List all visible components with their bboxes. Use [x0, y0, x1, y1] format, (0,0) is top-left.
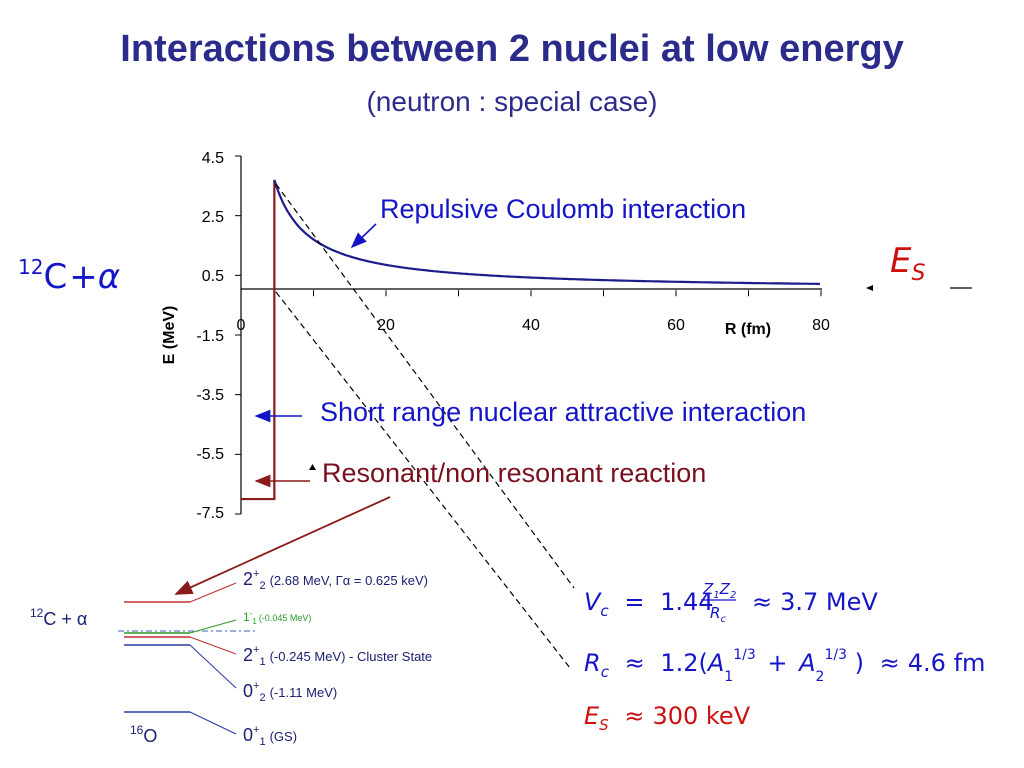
- es-pointer-icon: [866, 285, 873, 291]
- x-tick-labels: 0 20 40 60 80: [237, 317, 830, 334]
- resonant-to-scheme-arrow: [174, 496, 391, 595]
- page-subtitle: (neutron : special case): [366, 86, 658, 117]
- scheme-reaction-label: 12C + α: [30, 606, 87, 629]
- x-tick-label: 60: [667, 317, 685, 334]
- y-tick-label: 4.5: [202, 150, 224, 167]
- page-title: Interactions between 2 nuclei at low ene…: [120, 28, 904, 70]
- formula-es: ES ≈300 keV: [584, 702, 751, 736]
- coulomb-annotation: Repulsive Coulomb interaction: [380, 194, 746, 224]
- svg-text:Vc = 1.44: Vc = 1.44: [584, 588, 714, 622]
- connector: [189, 636, 237, 655]
- x-tick-marks: [240, 290, 822, 297]
- connector: [189, 711, 237, 735]
- svg-text:Z1Z2: Z1Z2: [702, 580, 736, 601]
- formula-vc: Vc = 1.44 Z1Z2 Rc ≈3.7 MeV: [584, 580, 878, 625]
- level-label-gs: 0+1 (GS): [243, 724, 297, 748]
- connector: [189, 644, 237, 689]
- y-tick-labels: 4.5 2.5 0.5 -1.5 -3.5 -5.5 -7.5: [196, 150, 224, 522]
- chart-axes: [235, 155, 822, 515]
- svg-text:Rc: Rc: [710, 604, 726, 625]
- y-tick-label: 2.5: [202, 209, 224, 226]
- svg-text:≈3.7 MeV: ≈3.7 MeV: [752, 588, 878, 616]
- level-label-1minus1: 1-1 (-0.045 MeV): [243, 609, 311, 626]
- dashed-guide-vc: [275, 183, 575, 589]
- coulomb-arrow: [350, 223, 377, 249]
- svg-text:Rc ≈ 1.2(A11/3: Rc ≈ 1.2(A11/3 + A21/3 ) ≈4.6 fm: [584, 637, 985, 685]
- resonant-annotation: Resonant/non resonant reaction: [322, 458, 706, 488]
- level-label-2plus2: 2+2 (2.68 MeV, Γα = 0.625 keV): [243, 568, 428, 592]
- y-tick-label: -7.5: [196, 505, 224, 522]
- x-tick-label: 20: [377, 317, 395, 334]
- y-tick-marks: [235, 155, 241, 515]
- x-tick-label: 0: [237, 317, 246, 334]
- y-tick-label: -3.5: [196, 387, 224, 404]
- y-tick-label: -1.5: [196, 328, 224, 345]
- nuclear-well-line: [241, 179, 276, 501]
- y-axis-label: E (MeV): [161, 306, 178, 365]
- svg-text:ES ≈300 keV: ES ≈300 keV: [584, 702, 751, 736]
- x-tick-label: 80: [812, 317, 830, 334]
- connector: [189, 582, 237, 603]
- small-marker-icon: [309, 464, 316, 470]
- level-scheme: 12C + α 16O 2+2 (2.68 MeV, Γα = 0.625 keV…: [30, 568, 432, 748]
- level-label-0plus2: 0+2 (-1.11 MeV): [243, 680, 337, 704]
- connector: [189, 619, 237, 634]
- x-tick-label: 40: [522, 317, 540, 334]
- y-tick-label: 0.5: [202, 268, 224, 285]
- x-axis-label: R (fm): [725, 321, 771, 338]
- formula-rc: Rc ≈ 1.2(A11/3 + A21/3 ) ≈4.6 fm: [584, 637, 985, 685]
- coulomb-curve: [273, 179, 820, 285]
- reaction-label-left: 12C+α: [18, 255, 120, 297]
- nuclear-annotation: Short range nuclear attractive interacti…: [320, 397, 806, 427]
- es-label: ES: [890, 241, 925, 286]
- y-tick-label: -5.5: [196, 446, 224, 463]
- level-label-2plus1: 2+1 (-0.245 MeV) - Cluster State: [243, 644, 432, 668]
- scheme-ground-label: 16O: [130, 723, 157, 746]
